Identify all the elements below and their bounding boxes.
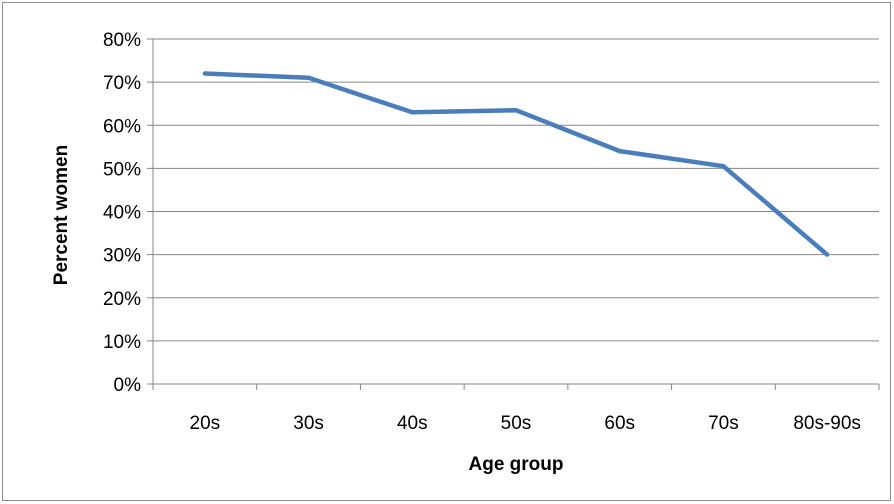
gridlines bbox=[153, 38, 879, 342]
x-tick-label: 70s bbox=[708, 413, 739, 434]
x-tick-label: 30s bbox=[293, 413, 324, 434]
x-tick-label: 40s bbox=[397, 413, 428, 434]
series-line bbox=[204, 71, 829, 257]
y-tick-label: 0% bbox=[114, 375, 142, 396]
y-tick-label: 60% bbox=[103, 116, 141, 137]
y-tick-label: 40% bbox=[103, 203, 141, 224]
y-tick-label: 70% bbox=[103, 73, 141, 94]
data-point bbox=[617, 148, 622, 154]
y-tick-labels: 0% 10% 20% 30% 40% 50% 60% 70% 80% bbox=[103, 30, 141, 396]
x-tick-label: 20s bbox=[190, 413, 221, 434]
x-tick-label: 50s bbox=[501, 413, 532, 434]
y-tick-label: 30% bbox=[103, 246, 141, 267]
y-tick-label: 80% bbox=[103, 30, 141, 51]
x-tick-label: 60s bbox=[604, 413, 635, 434]
data-point bbox=[410, 110, 415, 115]
x-axis-title: Age group bbox=[469, 454, 564, 475]
y-tick-label: 20% bbox=[103, 289, 141, 310]
series bbox=[202, 71, 830, 257]
x-tick-label: 80s-90s bbox=[793, 413, 861, 434]
y-tick-label: 50% bbox=[103, 159, 141, 180]
x-tick-labels: 20s 30s 40s 50s 60s 70s 80s-90s bbox=[190, 413, 861, 434]
y-tick-label: 10% bbox=[103, 332, 141, 353]
data-point bbox=[824, 252, 830, 257]
line-chart: 0% 10% 20% 30% 40% 50% 60% 70% 80% 20s 30s 40s 50s 6… bbox=[51, 30, 880, 475]
data-point bbox=[721, 164, 726, 169]
data-point bbox=[306, 75, 311, 81]
y-axis-title: Percent women bbox=[51, 145, 72, 285]
data-point bbox=[513, 107, 519, 113]
data-point bbox=[202, 71, 208, 76]
axes bbox=[147, 38, 880, 390]
